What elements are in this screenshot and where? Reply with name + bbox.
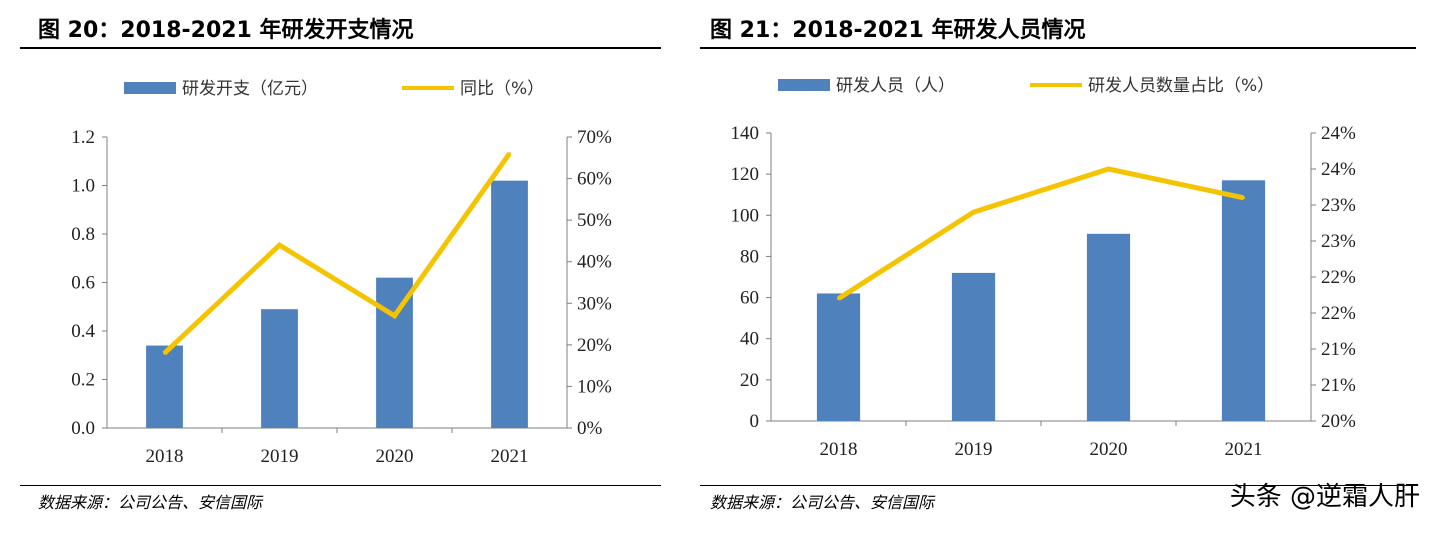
x-tick-label: 2021 xyxy=(1225,439,1263,460)
y-tick-label: 140 xyxy=(731,123,760,144)
y-tick-label: 1.0 xyxy=(71,176,95,197)
legend-label: 研发人员数量占比（%） xyxy=(1088,76,1274,96)
x-tick-label: 2021 xyxy=(491,446,529,467)
line-point xyxy=(163,351,166,355)
x-tick-label: 2020 xyxy=(376,446,414,467)
y2-tick-label: 20% xyxy=(1321,411,1356,432)
bar xyxy=(261,309,298,428)
x-tick-label: 2019 xyxy=(955,439,993,460)
y-tick-label: 20 xyxy=(740,370,759,391)
y-tick-label: 0.6 xyxy=(71,273,95,294)
chart-panel-rd-staff: 图 21：2018-2021 年研发人员情况 研发人员（人） 研发人员数量占比（%… xyxy=(700,0,1420,517)
y2-tick-label: 60% xyxy=(577,169,612,190)
rd-expense-chart: 研发开支（亿元） 同比（%） 0.0 0.2 0.4 0.6 0.8 1.0 1.2 0% 10% 2… xyxy=(71,79,612,467)
x-tick-label: 2018 xyxy=(146,446,184,467)
series-line xyxy=(162,152,512,356)
y2-tick-label: 30% xyxy=(577,293,612,314)
rd-staff-chart: 研发人员（人） 研发人员数量占比（%） 0 20 40 60 80 100 120 140 20% 2… xyxy=(731,76,1357,460)
y-tick-label: 120 xyxy=(731,164,760,185)
y2-tick-label: 24% xyxy=(1321,159,1356,180)
y2-tick-label: 10% xyxy=(577,376,612,397)
title-divider xyxy=(20,47,661,49)
y2-tick-label: 22% xyxy=(1321,303,1356,324)
source-note: 数据来源：公司公告、安信国际 xyxy=(710,493,935,512)
legend-bar-swatch xyxy=(124,82,176,94)
line-point xyxy=(1242,196,1245,200)
chart-panel-rd-expense: 图 20：2018-2021 年研发开支情况 研发开支（亿元） 同比（%） 0.0 0… xyxy=(0,0,661,517)
y-tick-label: 0.2 xyxy=(71,370,95,391)
y2-tick-label: 21% xyxy=(1321,339,1356,360)
bar xyxy=(491,180,528,428)
chart-title: 图 21：2018-2021 年研发人员情况 xyxy=(710,18,1086,43)
y2-tick-label: 50% xyxy=(577,210,612,231)
series-line xyxy=(837,166,1245,301)
bar xyxy=(1221,180,1266,421)
line-point xyxy=(837,297,840,301)
y2-tick-label: 24% xyxy=(1321,123,1356,144)
line-point xyxy=(972,210,975,214)
line-point xyxy=(1107,167,1110,171)
bar xyxy=(951,272,996,421)
y-tick-label: 0.0 xyxy=(71,418,95,439)
y2-tick-label: 20% xyxy=(577,335,612,356)
bar xyxy=(1086,233,1131,421)
x-tick-label: 2019 xyxy=(261,446,299,467)
y-tick-label: 100 xyxy=(731,205,760,226)
legend-label: 研发人员（人） xyxy=(836,76,955,96)
y2-tick-label: 21% xyxy=(1321,375,1356,396)
chart-title: 图 20：2018-2021 年研发开支情况 xyxy=(38,18,414,43)
y2-tick-label: 22% xyxy=(1321,267,1356,288)
bar xyxy=(146,345,183,428)
y2-tick-label: 0% xyxy=(577,418,603,439)
y-tick-label: 60 xyxy=(740,288,759,309)
source-note: 数据来源：公司公告、安信国际 xyxy=(38,493,263,512)
y-tick-label: 0.4 xyxy=(71,321,95,342)
y-tick-label: 0.8 xyxy=(71,224,95,245)
legend-label: 同比（%） xyxy=(460,79,544,99)
y2-tick-label: 70% xyxy=(577,127,612,148)
watermark: 头条 @逆霜人肝 xyxy=(1229,482,1420,512)
y2-tick-label: 40% xyxy=(577,252,612,273)
source-divider xyxy=(700,485,1416,486)
legend-label: 研发开支（亿元） xyxy=(182,79,318,99)
y-tick-label: 40 xyxy=(740,329,759,350)
line-point xyxy=(278,243,281,247)
y2-tick-label: 23% xyxy=(1321,231,1356,252)
x-tick-label: 2020 xyxy=(1090,439,1128,460)
y2-tick-label: 23% xyxy=(1321,195,1356,216)
bar xyxy=(816,293,861,421)
legend-bar-swatch xyxy=(778,79,830,91)
x-tick-label: 2018 xyxy=(820,439,858,460)
line-point xyxy=(508,152,511,156)
line-point xyxy=(393,314,396,318)
title-divider xyxy=(700,47,1416,49)
y-tick-label: 1.2 xyxy=(71,127,95,148)
y-tick-label: 0 xyxy=(750,411,760,432)
y-tick-label: 80 xyxy=(740,246,759,267)
source-divider xyxy=(20,485,661,486)
